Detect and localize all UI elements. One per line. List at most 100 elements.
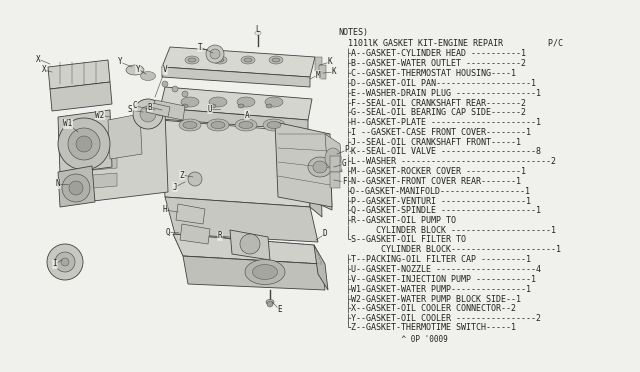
Text: NOTES): NOTES) [338, 28, 368, 37]
Ellipse shape [235, 119, 257, 131]
Polygon shape [58, 110, 112, 174]
Ellipse shape [245, 260, 285, 285]
Ellipse shape [241, 56, 255, 64]
Circle shape [162, 81, 168, 87]
Text: ├X--GASKET-OIL COOLER CONNECTOR--2: ├X--GASKET-OIL COOLER CONNECTOR--2 [346, 304, 516, 313]
Text: ├L--WASHER ------------------------------2: ├L--WASHER -----------------------------… [346, 157, 556, 166]
Polygon shape [230, 230, 270, 260]
Text: B: B [148, 103, 152, 112]
Circle shape [58, 118, 110, 170]
Ellipse shape [179, 119, 201, 131]
Polygon shape [308, 132, 332, 210]
Polygon shape [82, 155, 117, 171]
Text: ├M--GASKET-ROCKER COVER -----------1: ├M--GASKET-ROCKER COVER -----------1 [346, 167, 526, 176]
Ellipse shape [255, 31, 261, 35]
Text: 1101lK GASKET KIT-ENGINE REPAIR         P/C: 1101lK GASKET KIT-ENGINE REPAIR P/C [338, 38, 563, 47]
Text: Y: Y [136, 64, 140, 74]
Text: ├B--GASKET-WATER OUTLET -----------2: ├B--GASKET-WATER OUTLET -----------2 [346, 59, 526, 68]
Text: G: G [342, 160, 346, 169]
Text: ├G--SEAL-OIL BEARING CAP SIDE------2: ├G--SEAL-OIL BEARING CAP SIDE------2 [346, 108, 526, 117]
Ellipse shape [263, 119, 285, 131]
Text: L: L [256, 26, 260, 35]
Ellipse shape [185, 56, 199, 64]
Text: ├K--SEAL-OIL VALVE -------------------8: ├K--SEAL-OIL VALVE -------------------8 [346, 147, 541, 157]
Polygon shape [162, 67, 310, 87]
Circle shape [188, 172, 202, 186]
Polygon shape [160, 120, 310, 207]
Circle shape [267, 301, 273, 307]
Text: ├W2-GASKET-WATER PUMP BLOCK SIDE--1: ├W2-GASKET-WATER PUMP BLOCK SIDE--1 [346, 294, 521, 304]
Text: CYLINDER BLOCK---------------------1: CYLINDER BLOCK---------------------1 [346, 245, 561, 254]
Polygon shape [82, 173, 117, 189]
Bar [315, 57, 322, 71]
Ellipse shape [266, 299, 274, 305]
Ellipse shape [216, 58, 224, 62]
Polygon shape [180, 224, 210, 244]
Circle shape [69, 181, 83, 195]
Text: ├F--SEAL-OIL CRANKSHAFT REAR-------2: ├F--SEAL-OIL CRANKSHAFT REAR-------2 [346, 98, 526, 108]
Ellipse shape [238, 104, 244, 108]
Circle shape [76, 136, 92, 152]
Polygon shape [48, 60, 110, 89]
Text: ├N--GASKET-FRONT COVER REAR-------1: ├N--GASKET-FRONT COVER REAR-------1 [346, 176, 521, 186]
Text: M: M [316, 71, 320, 80]
Bar [330, 172, 340, 188]
Polygon shape [82, 119, 117, 135]
Text: D: D [323, 230, 327, 238]
Circle shape [61, 258, 69, 266]
Text: ├Q--GASKET-SPINDLE -------------------1: ├Q--GASKET-SPINDLE -------------------1 [346, 206, 541, 215]
Text: ├V--GASKET-INJECTION PUMP -----------1: ├V--GASKET-INJECTION PUMP -----------1 [346, 275, 536, 284]
Circle shape [172, 86, 178, 92]
Ellipse shape [213, 56, 227, 64]
Text: ├J--SEAL-OIL CRANKSHAFT FRONT-----1: ├J--SEAL-OIL CRANKSHAFT FRONT-----1 [346, 137, 521, 147]
Bar [319, 65, 326, 79]
Polygon shape [108, 114, 142, 159]
Text: ├H--GASKET-PLATE ---------------------1: ├H--GASKET-PLATE ---------------------1 [346, 118, 541, 127]
Circle shape [68, 128, 100, 160]
Ellipse shape [272, 58, 280, 62]
Text: │     CYLINDER BLOCK --------------------1: │ CYLINDER BLOCK --------------------1 [346, 225, 556, 235]
Text: R: R [218, 231, 222, 241]
Ellipse shape [183, 122, 197, 128]
Ellipse shape [209, 97, 227, 107]
Text: ├A--GASKET-CYLINDER HEAD ----------1: ├A--GASKET-CYLINDER HEAD ----------1 [346, 49, 526, 58]
Circle shape [55, 252, 75, 272]
Text: C: C [132, 102, 138, 110]
Ellipse shape [267, 122, 281, 128]
Circle shape [210, 49, 220, 59]
Ellipse shape [253, 264, 278, 279]
Text: X: X [36, 55, 40, 64]
Text: S: S [128, 106, 132, 115]
Circle shape [47, 244, 83, 280]
Polygon shape [325, 134, 342, 172]
Polygon shape [308, 132, 322, 217]
Text: E: E [278, 305, 282, 314]
Circle shape [240, 234, 260, 254]
Polygon shape [153, 100, 185, 120]
Polygon shape [183, 256, 325, 290]
Ellipse shape [313, 161, 327, 173]
Ellipse shape [244, 58, 252, 62]
Text: ├W1-GASKET-WATER PUMP---------------1: ├W1-GASKET-WATER PUMP---------------1 [346, 284, 531, 294]
Text: └S--GASKET-OIL FILTER TO: └S--GASKET-OIL FILTER TO [346, 235, 466, 244]
Text: X: X [42, 65, 46, 74]
Text: V: V [163, 65, 167, 74]
Ellipse shape [141, 71, 156, 80]
Circle shape [140, 106, 156, 122]
Text: Q: Q [166, 228, 170, 237]
Text: K: K [328, 58, 332, 67]
Text: Z: Z [180, 170, 184, 180]
Circle shape [62, 174, 90, 202]
Ellipse shape [265, 97, 283, 107]
Text: ├O--GASKET-MANIFOLD-----------------1: ├O--GASKET-MANIFOLD-----------------1 [346, 186, 531, 196]
Text: N: N [56, 180, 60, 189]
Polygon shape [165, 197, 318, 242]
Ellipse shape [210, 104, 216, 108]
Text: W1: W1 [63, 119, 72, 128]
Ellipse shape [269, 56, 283, 64]
Polygon shape [176, 204, 205, 224]
Ellipse shape [308, 157, 332, 177]
Text: ├I --GASKET-CASE FRONT COVER--------1: ├I --GASKET-CASE FRONT COVER--------1 [346, 127, 531, 137]
Text: U: U [208, 105, 212, 113]
Text: └Z--GASKET-THERMOTIME SWITCH-----1: └Z--GASKET-THERMOTIME SWITCH-----1 [346, 323, 516, 333]
